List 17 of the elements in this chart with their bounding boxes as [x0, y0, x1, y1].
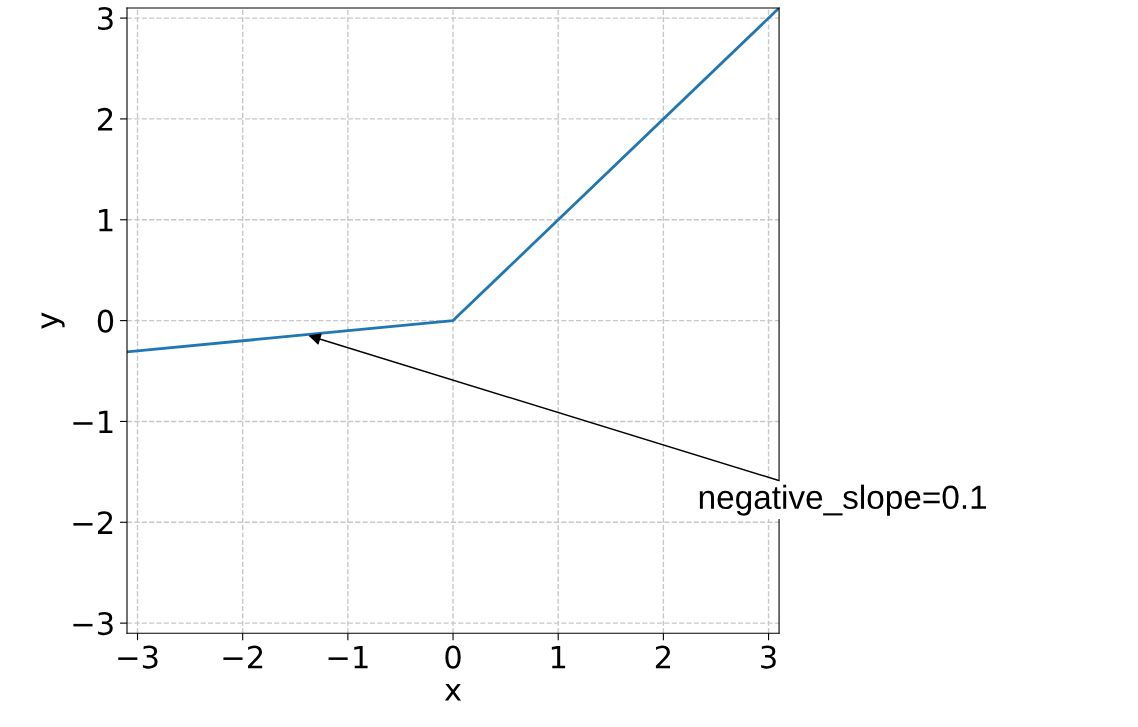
- x-tick-label: 1: [551, 645, 566, 669]
- x-tick-label: −3: [118, 645, 158, 669]
- y-axis-title: y: [41, 312, 65, 329]
- x-tick-label: 2: [655, 645, 671, 669]
- y-tick-label: −1: [73, 410, 113, 434]
- x-tick-label: 0: [445, 645, 461, 669]
- annotation: negative_slope=0.1: [699, 484, 987, 516]
- y-tick-label: −3: [73, 612, 113, 636]
- y-tick-label: 2: [97, 107, 113, 131]
- x-axis-title: x: [444, 683, 462, 701]
- x-tick-label: −2: [223, 645, 263, 669]
- y-tick-label: 3: [98, 7, 113, 31]
- y-tick-label: 1: [99, 209, 113, 232]
- x-tick-label: −1: [328, 645, 368, 669]
- y-tick-label: −2: [73, 511, 113, 534]
- x-tick-label: 3: [761, 645, 776, 669]
- y-tick-label: 0: [97, 309, 114, 333]
